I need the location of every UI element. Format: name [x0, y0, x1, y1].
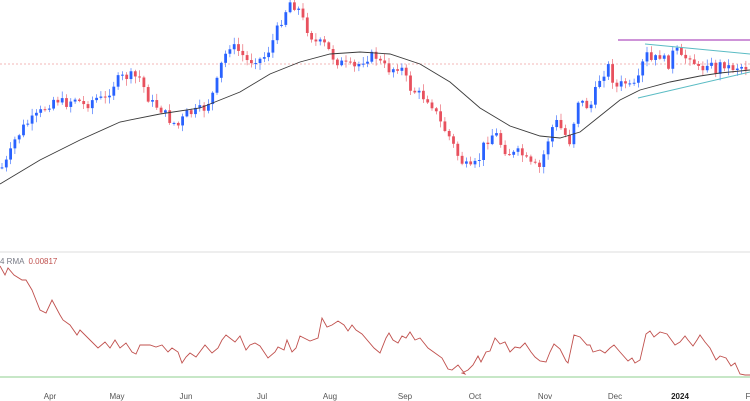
candlesticks — [0, 0, 748, 174]
x-tick-label: F — [745, 392, 750, 401]
indicator-panel[interactable] — [0, 265, 750, 378]
x-tick-label: Jul — [256, 392, 268, 401]
indicator-legend[interactable]: 4 RMA 0.00817 — [0, 257, 57, 266]
moving-average-line — [0, 51, 750, 185]
x-tick-label: 2024 — [671, 392, 689, 401]
x-tick-label: May — [109, 392, 125, 401]
price-panel[interactable] — [0, 0, 750, 185]
triangle-upper-line[interactable] — [644, 43, 750, 55]
x-tick-label: Aug — [322, 392, 338, 401]
indicator-value: 0.00817 — [28, 257, 58, 266]
indicator-label: 4 RMA — [0, 257, 25, 266]
x-tick-label: Dec — [607, 392, 623, 401]
triangle-lower-line[interactable] — [637, 71, 750, 99]
x-tick-label: Apr — [43, 392, 57, 401]
x-tick-label: Jun — [179, 392, 193, 401]
x-tick-label: Sep — [397, 392, 413, 401]
x-tick-label: Oct — [468, 392, 482, 401]
x-tick-label: Nov — [537, 392, 553, 401]
rma-line — [0, 265, 750, 376]
